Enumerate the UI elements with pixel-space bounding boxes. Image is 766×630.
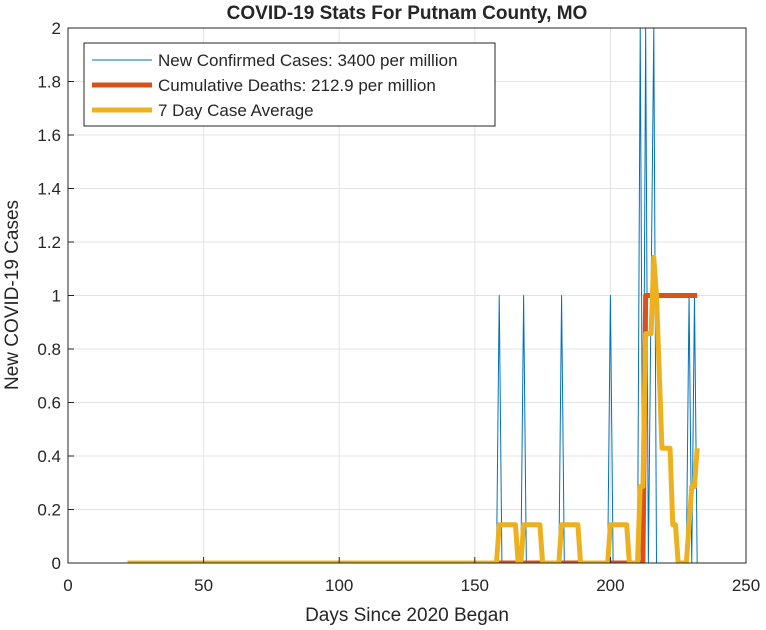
- y-tick-label: 2: [52, 19, 61, 38]
- legend-box: [83, 42, 496, 127]
- x-axis-label: Days Since 2020 Began: [305, 605, 509, 626]
- legend-label-2: Cumulative Deaths: 212.9 per million: [158, 76, 436, 95]
- legend[interactable]: New Confirmed Cases: 3400 per million Cum…: [83, 42, 496, 127]
- series-layer: [127, 28, 700, 563]
- x-tick-label: 200: [596, 576, 624, 595]
- y-tick-label: 1: [52, 287, 61, 306]
- y-tick-label: 1.4: [37, 180, 61, 199]
- y-tick-label: 0: [52, 554, 61, 573]
- y-tick-label: 1.8: [37, 73, 61, 92]
- y-tick-label: 0.8: [37, 340, 61, 359]
- x-tick-label: 0: [63, 576, 72, 595]
- series-line-1: [127, 28, 698, 563]
- x-tick-label: 100: [325, 576, 353, 595]
- y-axis-label: New COVID-19 Cases: [2, 200, 23, 390]
- x-tick-label: 50: [194, 576, 213, 595]
- x-tick-label: 250: [732, 576, 760, 595]
- y-tick-label: 1.6: [37, 126, 61, 145]
- chart-title: COVID-19 Stats For Putnam County, MO: [227, 3, 588, 24]
- y-tick-label: 0.6: [37, 394, 61, 413]
- legend-label-3: 7 Day Case Average: [158, 101, 314, 120]
- series-line-3: [127, 254, 700, 563]
- y-tick-label: 0.4: [37, 447, 61, 466]
- x-tick-label: 150: [461, 576, 489, 595]
- y-tick-label: 1.2: [37, 233, 61, 252]
- ticks: 0 50 100 150 200 250 0 0.2 0.4 0.6 0.8 1 1.2 1.4 1.6 1.…: [37, 19, 760, 595]
- y-tick-label: 0.2: [37, 501, 61, 520]
- legend-label-1: New Confirmed Cases: 3400 per million: [158, 51, 458, 70]
